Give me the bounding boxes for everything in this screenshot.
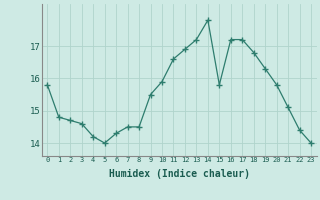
X-axis label: Humidex (Indice chaleur): Humidex (Indice chaleur) [109,169,250,179]
